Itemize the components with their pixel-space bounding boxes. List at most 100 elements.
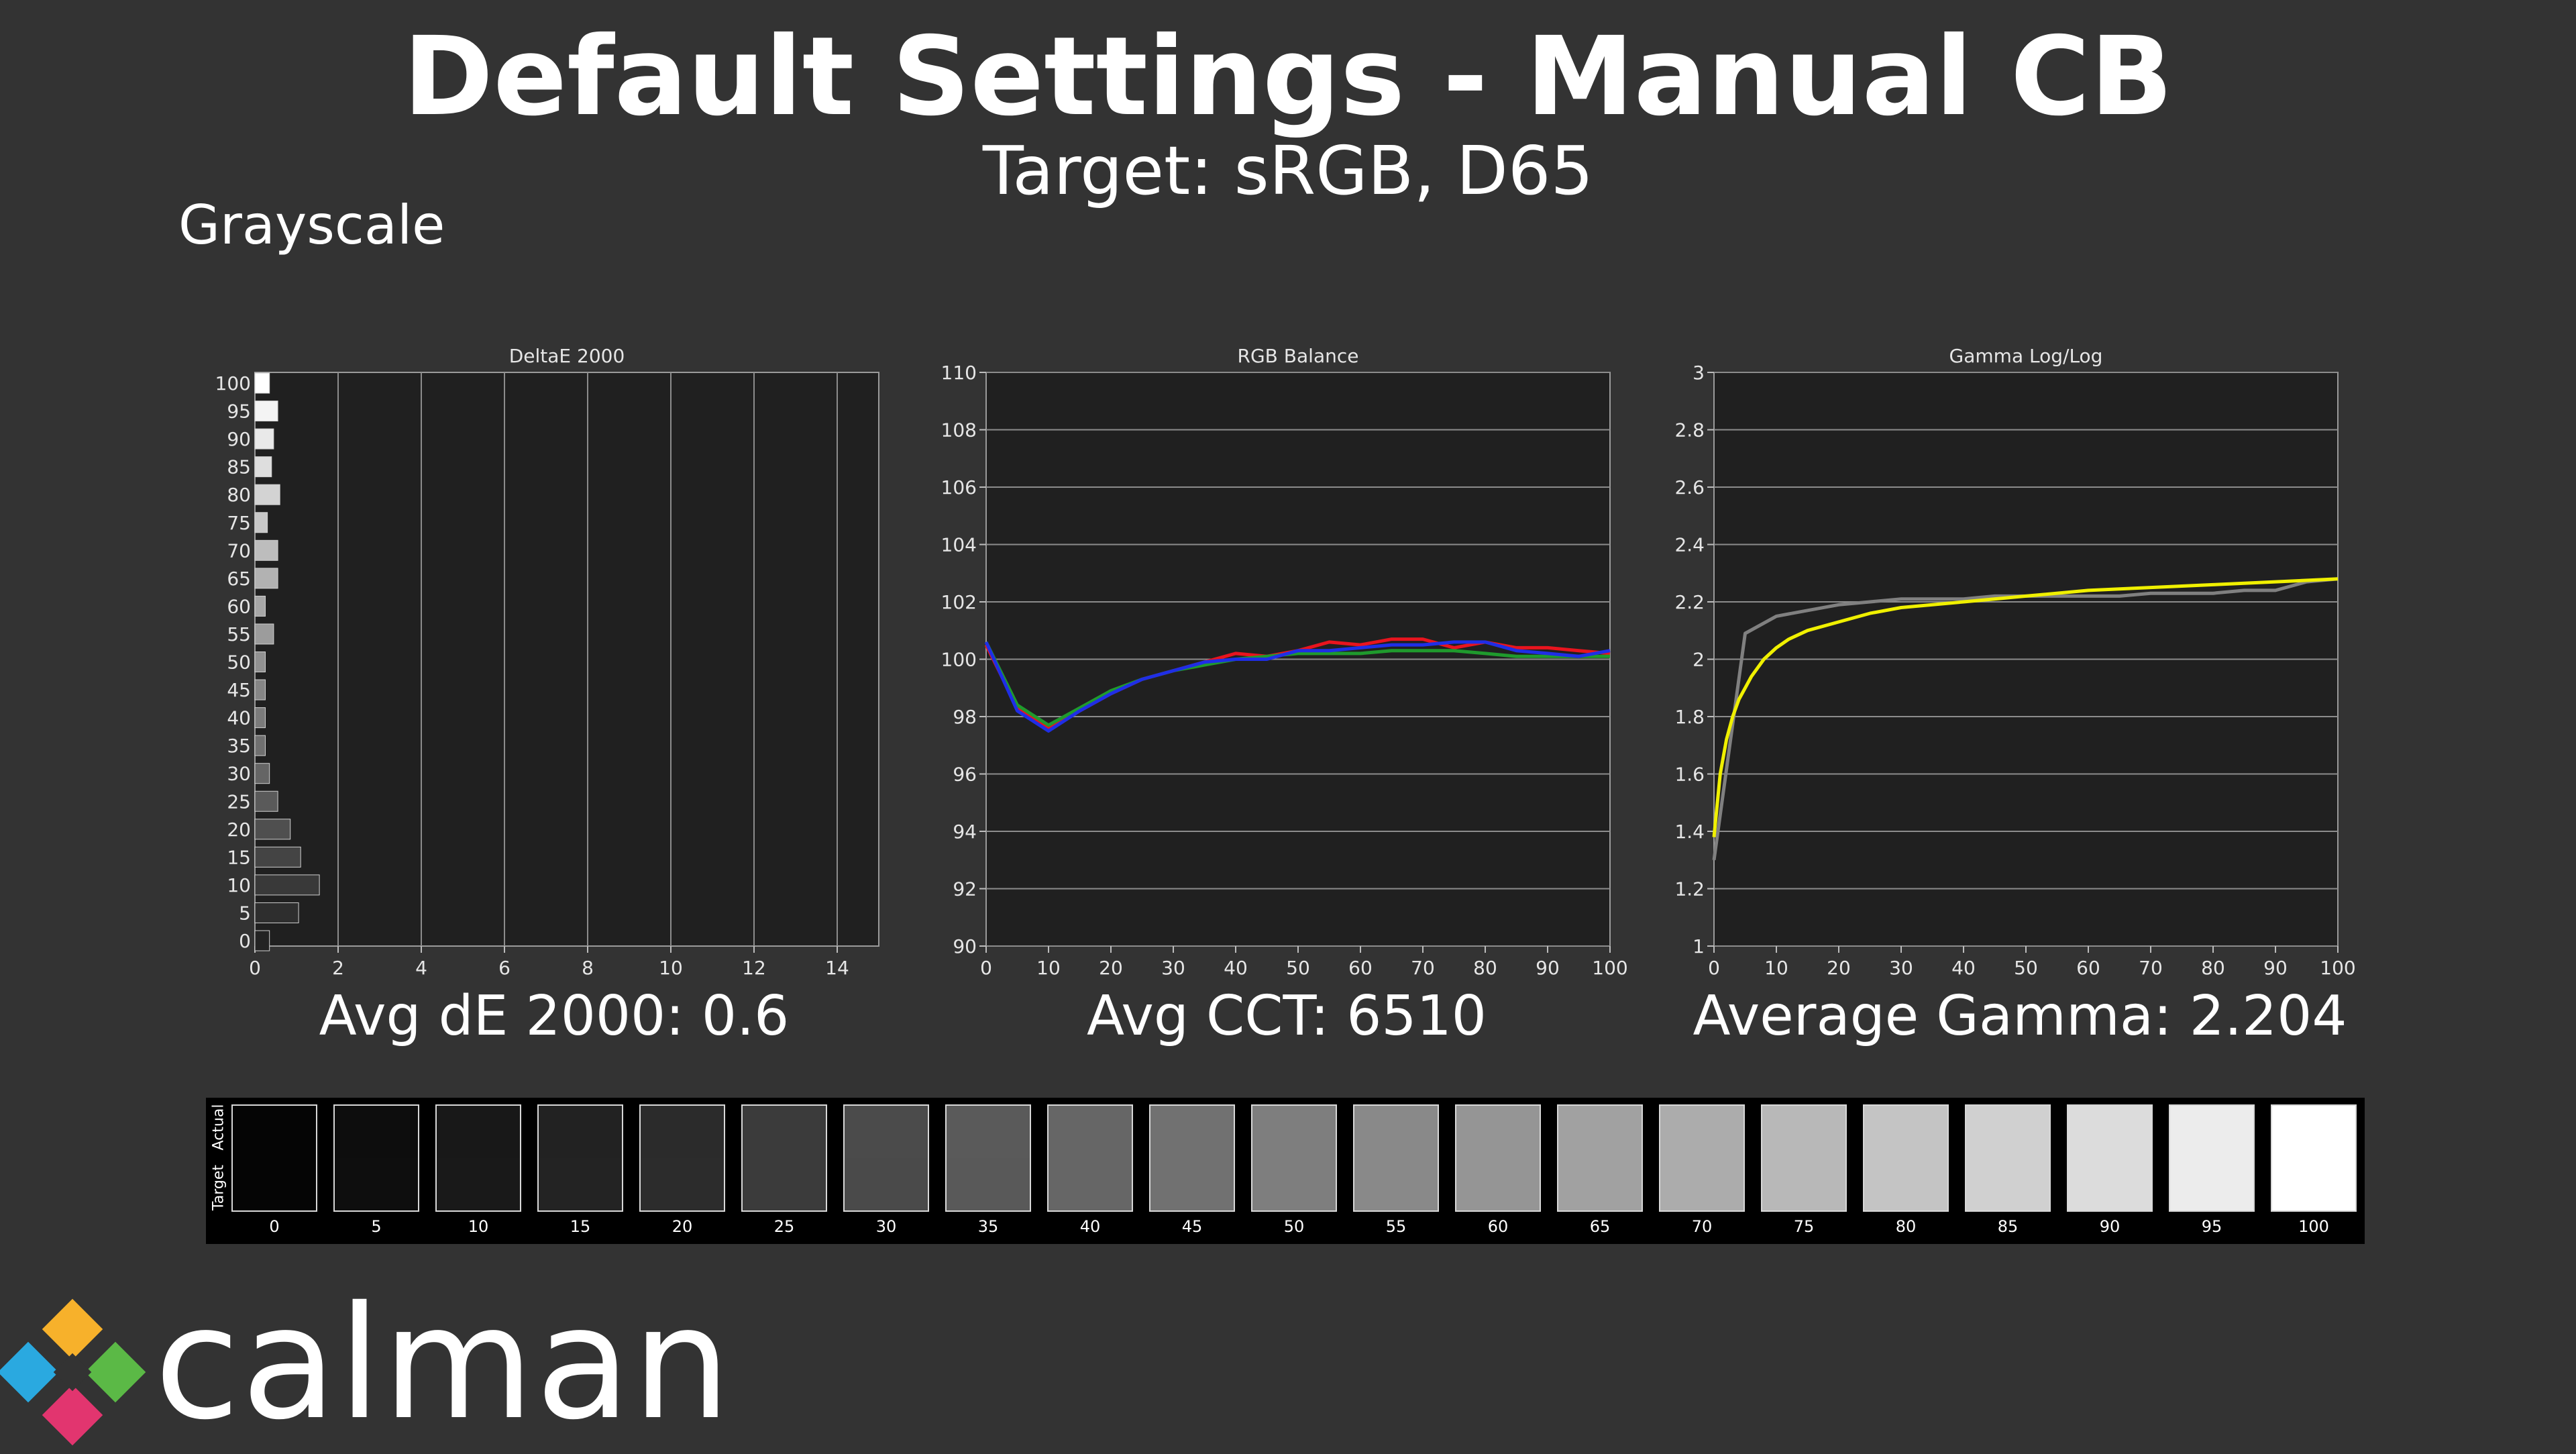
patch-actual-half (1049, 1106, 1132, 1158)
y-tick-label: 70 (227, 539, 251, 562)
x-tick-label: 40 (1224, 957, 1248, 979)
gray-patch (1353, 1104, 1439, 1212)
bar (254, 401, 278, 422)
y-tick-label: 2.4 (1674, 534, 1705, 556)
x-tick-label: 60 (2076, 957, 2100, 979)
patch-actual-half (641, 1106, 724, 1158)
x-tick-label: 0 (249, 957, 261, 979)
y-tick-label: 2 (1693, 649, 1705, 671)
x-tick-label: 14 (825, 957, 849, 979)
x-tick-label: 0 (980, 957, 992, 979)
y-tick-label: 1.6 (1674, 764, 1705, 786)
x-tick-label: 30 (1889, 957, 1913, 979)
bar (254, 819, 291, 840)
x-tick-label: 8 (582, 957, 594, 979)
gray-patch (231, 1104, 317, 1212)
patch-target-half (1354, 1158, 1438, 1210)
avg-cct-summary: Avg CCT: 6510 (1087, 984, 1487, 1048)
patch-target-half (1966, 1158, 2049, 1210)
patch-actual-half (1150, 1106, 1234, 1158)
patch-target-half (335, 1158, 418, 1210)
y-tick-label: 45 (227, 679, 251, 701)
patch-actual-half (845, 1106, 928, 1158)
gray-patch (333, 1104, 419, 1212)
grayscale-patch-strip: Actual Target 0 5 10 15 20 25 30 35 40 45 50 55 60 65… (206, 1098, 2365, 1244)
patch-target-half (437, 1158, 520, 1210)
bar (254, 679, 266, 700)
y-tick-label: 55 (227, 623, 251, 645)
y-tick-label: 10 (227, 874, 251, 896)
x-tick-label: 4 (415, 957, 427, 979)
patch-actual-half (2068, 1106, 2151, 1158)
patch-target-half (641, 1158, 724, 1210)
x-tick-label: 80 (2201, 957, 2225, 979)
y-tick-label: 1.4 (1674, 821, 1705, 843)
y-tick-label: 2.6 (1674, 476, 1705, 499)
patch-level-label: 45 (1181, 1217, 1203, 1236)
bar (254, 539, 278, 561)
x-tick-label: 10 (1036, 957, 1061, 979)
patch-target-half (1456, 1158, 1540, 1210)
x-tick-label: 30 (1161, 957, 1185, 979)
series-line-2 (984, 640, 1611, 733)
y-tick-label: 100 (215, 372, 251, 395)
bar (254, 874, 320, 896)
bar (254, 372, 270, 394)
gray-patch (1047, 1104, 1133, 1212)
y-tick-label: 100 (941, 649, 977, 671)
y-tick-label: 110 (941, 362, 977, 384)
x-tick-label: 20 (1827, 957, 1851, 979)
y-tick-label: 102 (941, 591, 977, 613)
x-tick-label: 100 (2320, 957, 2355, 979)
patch-target-half (2272, 1158, 2355, 1210)
gray-patch (1251, 1104, 1337, 1212)
y-tick-label: 106 (941, 476, 977, 499)
gray-patch (639, 1104, 725, 1212)
patch-level-label: 20 (672, 1217, 693, 1236)
y-tick-label: 40 (227, 707, 251, 729)
patch-level-label: 85 (1997, 1217, 2019, 1236)
y-tick-label: 2.8 (1674, 419, 1705, 442)
avg-gamma-summary: Average Gamma: 2.204 (1693, 984, 2347, 1048)
gray-patch (1149, 1104, 1235, 1212)
x-tick-label: 70 (1411, 957, 1435, 979)
y-tick-label: 15 (227, 846, 251, 868)
rgb-balance-chart: RGB Balance 90 92 94 96 98 100 102 104 106 108 110 0… (941, 345, 1628, 979)
bar (254, 790, 278, 812)
y-tick-label: 104 (941, 534, 977, 556)
strip-row-labels: Actual Target (206, 1098, 231, 1217)
bar (254, 568, 278, 589)
y-tick-label: 3 (1693, 362, 1705, 384)
patch-actual-half (1966, 1106, 2049, 1158)
patch-level-label: 60 (1487, 1217, 1509, 1236)
calman-logo-icon (0, 1298, 146, 1446)
y-tick-label: 1.8 (1674, 706, 1705, 728)
x-tick-label: 90 (2263, 957, 2288, 979)
patch-target-half (743, 1158, 826, 1210)
patch-level-label: 75 (1793, 1217, 1815, 1236)
patch-target-half (1049, 1158, 1132, 1210)
gray-patch (537, 1104, 623, 1212)
x-tick-label: 100 (1592, 957, 1627, 979)
bar (254, 456, 272, 478)
patch-actual-half (743, 1106, 826, 1158)
patch-level-label: 90 (2099, 1217, 2121, 1236)
patch-actual-half (335, 1106, 418, 1158)
gray-patch (2169, 1104, 2255, 1212)
patch-actual-half (1660, 1106, 1743, 1158)
patch-actual-half (1762, 1106, 1845, 1158)
patch-level-label: 10 (468, 1217, 489, 1236)
patch-level-label: 0 (269, 1217, 280, 1236)
y-tick-label: 1 (1693, 935, 1705, 957)
gray-patch (1659, 1104, 1745, 1212)
y-tick-label: 92 (953, 878, 977, 900)
bar (254, 623, 274, 645)
gray-patch (741, 1104, 827, 1212)
x-tick-label: 60 (1348, 957, 1373, 979)
series-line-1 (984, 641, 1610, 727)
bar (254, 512, 268, 533)
bar (254, 902, 299, 923)
x-tick-label: 12 (742, 957, 766, 979)
patch-actual-half (1252, 1106, 1336, 1158)
bar (254, 428, 274, 450)
